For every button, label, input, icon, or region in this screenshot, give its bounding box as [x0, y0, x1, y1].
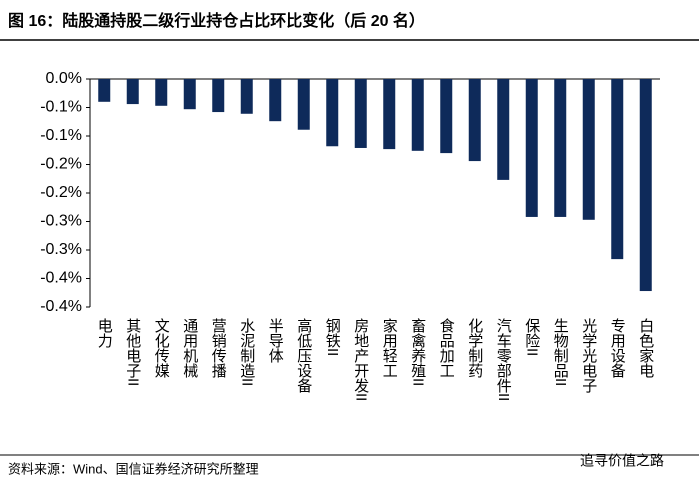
x-tick-label: 高低压设备 [295, 318, 312, 393]
y-tick-label: 0.0% [46, 70, 82, 87]
y-tick-label: -0.4% [40, 270, 82, 287]
y-tick-label: -0.2% [40, 184, 82, 201]
y-tick-label: -0.4% [40, 298, 82, 315]
y-tick-label: -0.1% [40, 127, 82, 144]
bar [269, 79, 282, 122]
x-tick-label: 食品加工 [438, 318, 455, 378]
bar [98, 79, 111, 102]
x-tick-label: 半导体 [267, 318, 284, 363]
source: 资料来源：Wind、国信证券经济研究所整理 [8, 461, 259, 476]
bar [326, 79, 339, 147]
bar [411, 79, 424, 151]
x-tick-label: 房地产开发II [352, 318, 369, 401]
bar [212, 79, 225, 113]
x-tick-label: 汽车零部件II [495, 318, 512, 401]
x-tick-label: 文化传媒 [153, 318, 170, 378]
x-tick-label: 电力 [96, 318, 113, 349]
bar [611, 79, 624, 260]
y-tick-label: -0.1% [40, 99, 82, 116]
bar [155, 79, 168, 106]
y-tick-label: -0.3% [40, 213, 82, 230]
x-tick-label: 光学光电子 [580, 318, 597, 393]
bar [383, 79, 396, 150]
bar [639, 79, 652, 292]
y-tick-label: -0.3% [40, 241, 82, 258]
bar [582, 79, 595, 220]
chart-title: 图 16：陆股通持股二级行业持仓占比环比变化（后 20 名） [8, 11, 425, 30]
bar [126, 79, 139, 105]
x-tick-label: 保险II [523, 318, 540, 356]
y-tick-label: -0.2% [40, 156, 82, 173]
bar [183, 79, 196, 110]
x-tick-label: 水泥制造II [238, 318, 255, 386]
bar [297, 79, 310, 130]
x-tick-label: 白色家电 [637, 318, 654, 378]
bar [354, 79, 367, 148]
x-tick-label: 专用设备 [609, 318, 626, 378]
bar [468, 79, 481, 162]
bar [440, 79, 453, 154]
x-tick-label: 钢铁II [324, 318, 341, 356]
x-tick-label: 家用轻工 [381, 318, 398, 378]
x-tick-label: 化学制药 [466, 318, 483, 379]
x-tick-label: 生物制品II [552, 318, 569, 386]
x-tick-label: 其他电子II [124, 318, 141, 386]
watermark: 追寻价值之路 [580, 453, 664, 469]
bar [554, 79, 567, 217]
bar [240, 79, 253, 114]
bar [497, 79, 510, 180]
x-tick-label: 畜禽养殖II [409, 318, 426, 386]
x-tick-label: 通用机械 [181, 318, 198, 378]
bar [525, 79, 538, 217]
x-tick-label: 营销传播 [210, 318, 227, 379]
